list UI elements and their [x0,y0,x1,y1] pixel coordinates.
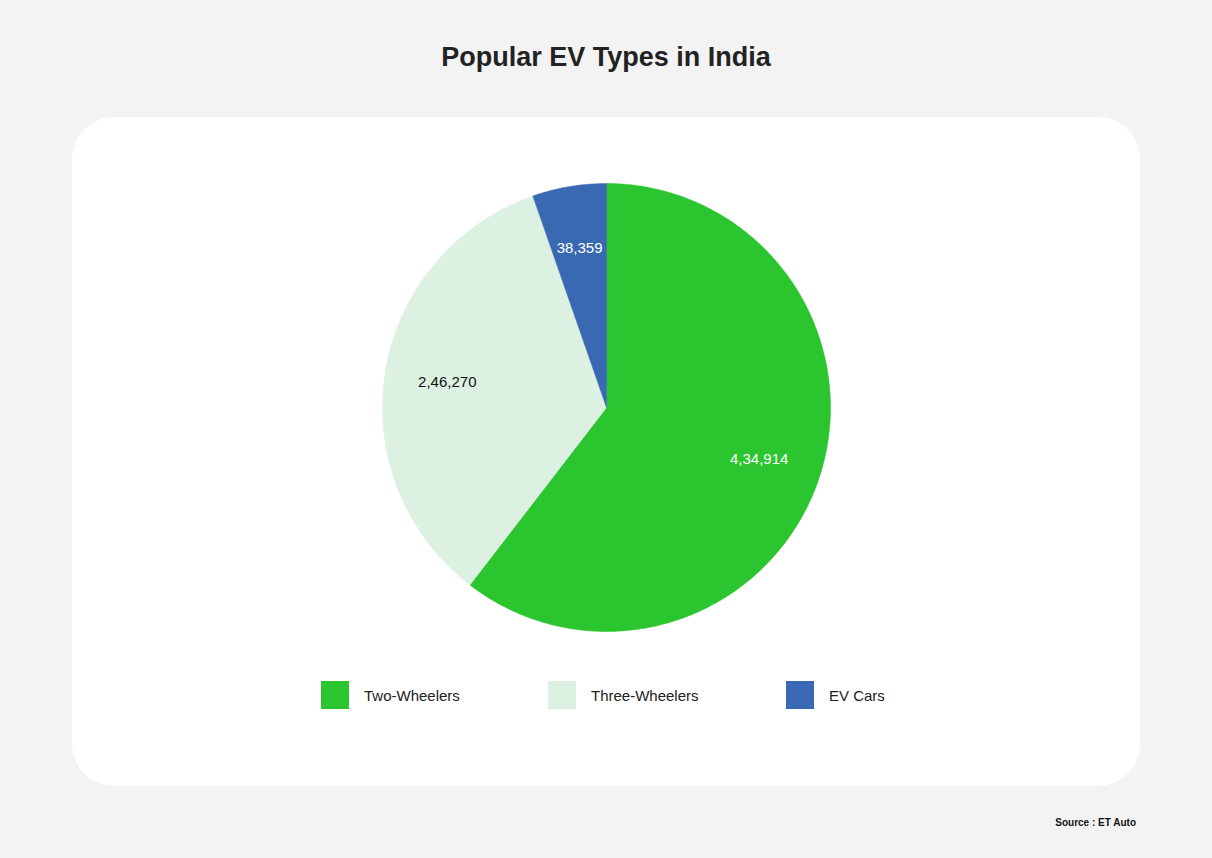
svg-text:2,46,270: 2,46,270 [418,373,476,390]
html-text:Source : ET Auto: Source : ET Auto [1055,817,1136,828]
svg-text:38,359: 38,359 [557,239,603,256]
html-text:Popular EV Types in India: Popular EV Types in India [441,42,771,72]
html-text:Three-Wheelers: Three-Wheelers [591,686,699,704]
svg-text:4,34,914: 4,34,914 [730,450,788,467]
html-text:Two-Wheelers: Two-Wheelers [364,686,460,704]
html-text:EV Cars: EV Cars [829,686,885,704]
